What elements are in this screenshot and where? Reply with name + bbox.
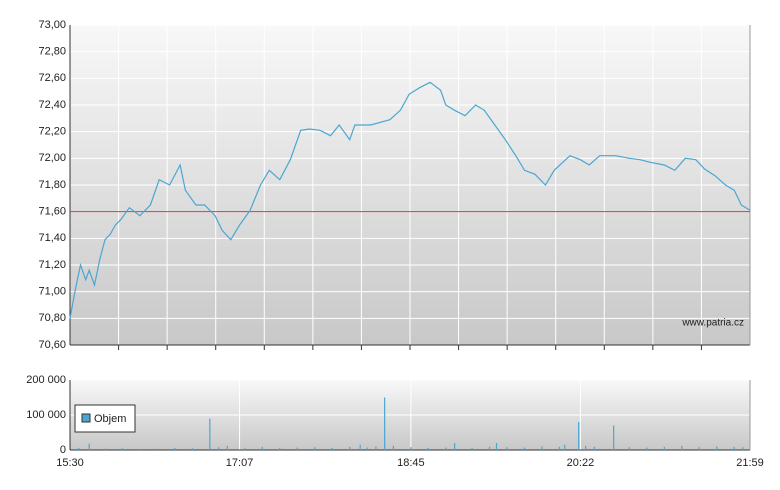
- volume-bar: [593, 446, 596, 450]
- x-tick-label: 20:22: [567, 457, 595, 469]
- volume-bar: [663, 446, 665, 450]
- volume-bar: [217, 447, 220, 450]
- volume-bar: [558, 446, 561, 450]
- volume-bar: [349, 446, 351, 450]
- volume-bar: [716, 446, 718, 450]
- x-tick-label: 17:07: [226, 457, 254, 469]
- volume-bar: [226, 445, 228, 450]
- volume-bar: [445, 447, 447, 450]
- volume-bar: [104, 448, 106, 450]
- legend-label: Objem: [94, 413, 126, 425]
- volume-bar: [261, 446, 263, 450]
- legend-swatch: [81, 413, 91, 423]
- volume-bar: [384, 397, 386, 450]
- volume-bar: [78, 447, 80, 450]
- volume-bar: [613, 425, 615, 450]
- volume-bar: [488, 446, 491, 450]
- volume-bar: [453, 443, 456, 450]
- volume-bar: [392, 445, 394, 450]
- y-tick-label: 71,80: [38, 179, 66, 191]
- volume-bar: [366, 447, 368, 450]
- y-tick-label: 0: [60, 444, 66, 456]
- volume-bar: [121, 448, 124, 450]
- y-tick-label: 100 000: [26, 409, 66, 421]
- volume-bar: [375, 446, 377, 450]
- y-tick-label: 70,80: [38, 312, 66, 324]
- volume-bar: [742, 447, 744, 450]
- volume-bar: [427, 447, 429, 450]
- volume-bar: [541, 446, 543, 450]
- y-tick-label: 72,80: [38, 46, 66, 58]
- volume-bar: [646, 447, 648, 450]
- volume-bar: [495, 443, 498, 450]
- volume-bar: [314, 447, 316, 450]
- watermark: www.patria.cz: [681, 318, 744, 329]
- y-tick-label: 72,00: [38, 152, 66, 164]
- volume-bar: [88, 443, 90, 450]
- volume-bar: [471, 447, 473, 450]
- y-tick-label: 71,40: [38, 232, 66, 244]
- volume-bar: [296, 447, 298, 450]
- volume-bar: [244, 448, 246, 450]
- volume-bar: [578, 422, 580, 450]
- y-tick-label: 71,00: [38, 286, 66, 298]
- volume-bar: [733, 446, 735, 450]
- volume-bar: [209, 418, 211, 450]
- volume-bar: [564, 444, 566, 450]
- volume-bar: [191, 448, 193, 450]
- volume-bar: [331, 447, 333, 450]
- volume-bar: [139, 448, 141, 450]
- volume-bar: [279, 447, 281, 450]
- x-tick-label: 15:30: [56, 457, 84, 469]
- volume-bar: [506, 447, 508, 450]
- volume-bar: [410, 447, 412, 450]
- volume-bar: [585, 445, 587, 450]
- x-tick-label: 18:45: [397, 457, 425, 469]
- y-tick-label: 71,20: [38, 259, 66, 271]
- x-tick-label: 21:59: [736, 457, 764, 469]
- volume-bar: [628, 447, 630, 450]
- volume-bar: [698, 447, 700, 450]
- y-tick-label: 72,40: [38, 99, 66, 111]
- y-tick-label: 72,60: [38, 72, 66, 84]
- volume-bar: [156, 448, 159, 450]
- volume-bar: [681, 445, 683, 450]
- y-tick-label: 200 000: [26, 374, 66, 386]
- y-tick-label: 73,00: [38, 19, 66, 31]
- volume-bar: [523, 447, 526, 450]
- volume-bar: [174, 447, 176, 450]
- y-tick-label: 72,20: [38, 126, 66, 138]
- volume-bar: [359, 444, 361, 450]
- y-tick-label: 70,60: [38, 339, 66, 351]
- price-line: [69, 81, 751, 319]
- y-tick-label: 71,60: [38, 206, 66, 218]
